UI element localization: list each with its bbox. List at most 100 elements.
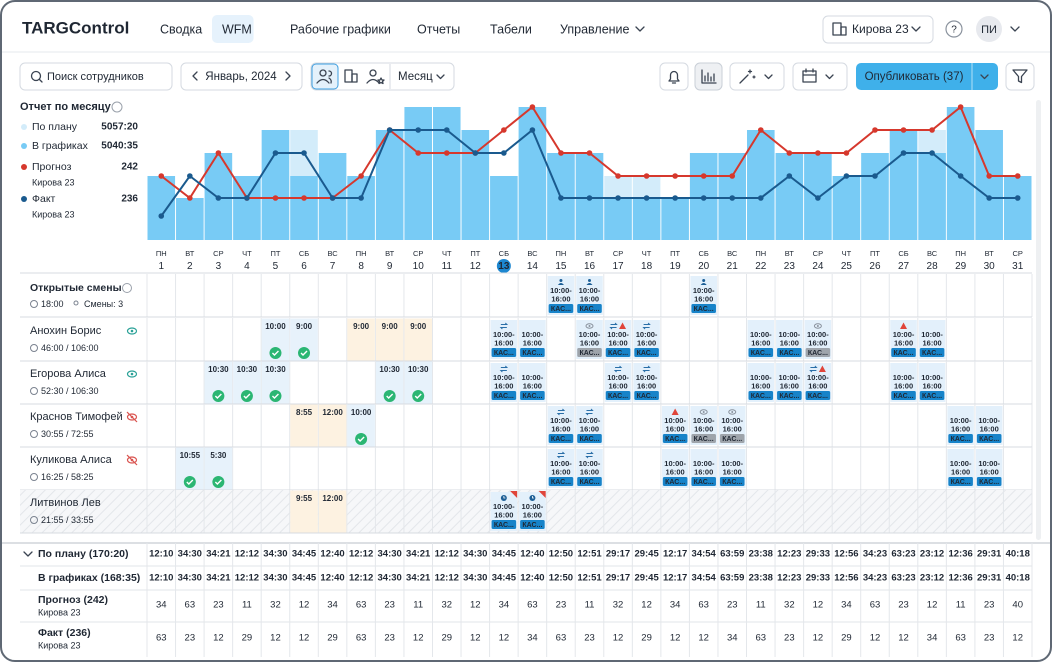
employee-name[interactable]: Куликова Алиса — [30, 454, 113, 466]
clock-icon — [30, 344, 38, 352]
bar — [861, 153, 889, 240]
visibility-icon[interactable] — [126, 456, 138, 464]
period-picker[interactable] — [180, 62, 303, 91]
summary-value: 34:30 — [178, 549, 202, 560]
view-employees[interactable] — [311, 63, 339, 90]
point — [757, 127, 764, 133]
scrollbar[interactable] — [1036, 100, 1041, 540]
bar — [632, 198, 661, 240]
summary-value: 34:45 — [292, 573, 317, 584]
shift-tag — [976, 477, 1002, 486]
day-header: ПН 1 ВТ 2 СР 3 ЧТ 4 ПТ 5 СБ 6 ВС 7 ПН 8 ВТ 9 СР 10 ЧТ 11 ПТ 12 С… — [156, 249, 1024, 273]
star-people-icon[interactable] — [366, 69, 385, 85]
prev-button[interactable] — [192, 71, 198, 81]
calendar-button[interactable] — [792, 62, 848, 91]
summary-value: 12:40 — [520, 549, 544, 560]
nav-item[interactable]: Управление — [560, 22, 630, 36]
clock-icon — [30, 300, 38, 308]
shift-tag-label: КАС... — [579, 479, 599, 486]
chevron — [1010, 26, 1020, 32]
nav-item[interactable]: WFM — [222, 22, 252, 36]
visibility-icon[interactable] — [126, 413, 138, 421]
building-icon[interactable] — [344, 69, 358, 83]
shift-tag — [520, 520, 545, 529]
point — [757, 195, 764, 201]
check-icon — [355, 433, 368, 445]
person-icon — [559, 279, 563, 282]
eye-icon — [813, 323, 822, 329]
shift-time: 10:30 — [379, 365, 400, 374]
weekday: СБ — [499, 249, 509, 258]
bar — [233, 176, 261, 240]
weekday: ВС — [527, 249, 538, 258]
shift-start: 10:00- — [950, 416, 972, 425]
publish-button[interactable] — [856, 63, 998, 90]
summary-value: 29:31 — [977, 549, 1002, 560]
day-number: 30 — [984, 261, 996, 272]
shift-start: 10:00- — [778, 330, 800, 339]
shift-start: 10:00- — [921, 373, 943, 382]
search-input[interactable] — [19, 62, 173, 91]
shift-end: 16:00 — [894, 381, 913, 390]
summary-value: 12:12 — [349, 573, 373, 584]
bar — [1003, 176, 1032, 240]
filter-button[interactable] — [1005, 62, 1035, 91]
publish-label: Опубликовать (37) — [865, 71, 964, 83]
point — [843, 173, 850, 179]
summary-value: 63 — [698, 600, 709, 611]
summary-value: 12 — [299, 633, 310, 644]
shift-time: 9:00 — [382, 322, 399, 331]
shift-tag-label: КАС... — [522, 350, 542, 357]
employee-name[interactable]: Анохин Борис — [30, 325, 102, 337]
shift-tag-label: КАС... — [608, 393, 628, 400]
nav-item[interactable]: Рабочие графики — [290, 22, 391, 36]
collapse-chevron[interactable] — [23, 551, 33, 557]
chevron[interactable] — [980, 74, 989, 80]
summary-value: 29:45 — [634, 549, 659, 560]
shift-tag-label: КАС... — [637, 350, 657, 357]
shift-tag — [777, 348, 802, 357]
employee-name[interactable]: Егорова Алиса — [30, 368, 107, 380]
summary-value: 34 — [527, 633, 538, 644]
summary-value: 12:50 — [549, 573, 573, 584]
employee-name[interactable]: Литвинов Лев — [30, 497, 101, 509]
visibility-icon[interactable] — [126, 370, 138, 378]
help-button[interactable] — [945, 20, 963, 38]
point — [586, 195, 593, 201]
shift-start: 10:00- — [579, 416, 601, 425]
swap-icon — [499, 322, 509, 330]
shift-tag-label: КАС... — [694, 306, 714, 313]
person-icon — [700, 283, 707, 285]
shift-end: 16:00 — [523, 381, 542, 390]
avatar[interactable] — [976, 16, 1002, 42]
nav-item[interactable]: Отчеты — [417, 22, 460, 36]
next-button[interactable] — [285, 71, 291, 81]
avatar-initials: ПИ — [981, 24, 997, 36]
period-label: Январь, 2024 — [205, 71, 277, 83]
day-number: 31 — [1012, 261, 1024, 272]
nav-item[interactable]: Сводка — [160, 22, 202, 36]
shift-start: 10:00- — [693, 459, 715, 468]
shift-time: 5:30 — [210, 451, 227, 460]
nav-item[interactable]: Табели — [490, 22, 532, 36]
point — [929, 127, 935, 133]
summary-value: 23 — [898, 600, 909, 611]
eye-icon — [731, 411, 734, 413]
weekday: ПТ — [870, 249, 880, 258]
summary-value: 29:33 — [806, 549, 830, 560]
shift-tag — [891, 348, 916, 357]
day-number: 4 — [244, 261, 250, 272]
employee-name[interactable]: Краснов Тимофей — [30, 411, 123, 423]
notifications-button[interactable] — [659, 62, 689, 91]
visibility-icon — [126, 454, 138, 466]
help-icon[interactable] — [111, 101, 123, 113]
view-label[interactable]: Месяц — [398, 71, 433, 83]
shift-start: 10:00- — [893, 330, 915, 339]
person-icon — [702, 279, 706, 282]
visibility-icon[interactable] — [126, 327, 138, 335]
magic-button[interactable] — [729, 62, 785, 91]
summary-value: 12 — [299, 600, 310, 611]
bar — [518, 107, 547, 240]
store-select[interactable] — [822, 15, 934, 44]
